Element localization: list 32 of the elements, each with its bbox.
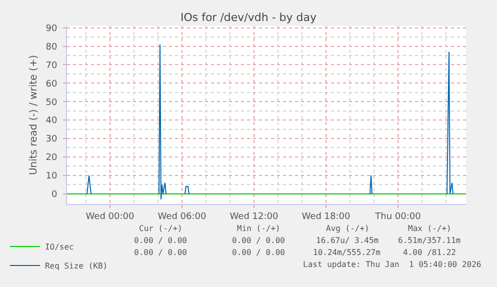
y-tick-label: 90 [46, 24, 58, 34]
y-tick-label: 30 [46, 134, 58, 145]
x-tick-label: Wed 06:00 [158, 212, 206, 222]
y-tick-label: 70 [46, 60, 58, 71]
y-tick-label: 10 [46, 172, 58, 182]
y-tick-label: 80 [46, 42, 58, 52]
text: 4.00 /81.22 [403, 248, 456, 257]
x-tick-label: Thu 00:00 [374, 212, 422, 222]
text: 0.00 / 0.00 [232, 236, 286, 245]
y-tick-label: 40 [46, 116, 58, 126]
y-axis-title: Units read (-) / write (+) [28, 54, 40, 176]
legend-label: IO/sec [44, 242, 74, 252]
x-tick-label: Wed 18:00 [302, 212, 350, 222]
legend-label: Req Size (KB) [44, 262, 108, 271]
text: Cur (-/+) [139, 224, 182, 233]
y-tick-label: 20 [46, 153, 58, 164]
text: Min (-/+) [237, 224, 280, 233]
text: Last update: Thu Jan 1 05:40:00 2026 [303, 260, 482, 269]
text: 0.00 / 0.00 [134, 248, 188, 257]
chart-title: IOs for /dev/vdh - by day [180, 10, 318, 24]
x-tick-label: Wed 00:00 [86, 212, 134, 222]
text: 0.00 / 0.00 [232, 248, 286, 257]
text: 16.67u/ 3.45m [316, 236, 379, 245]
text: 0.00 / 0.00 [134, 236, 188, 245]
text: 6.51m/357.11m [398, 236, 461, 245]
y-tick-label: 50 [46, 98, 58, 108]
text: Avg (-/+) [326, 224, 370, 233]
x-tick-label: Wed 12:00 [230, 212, 278, 222]
y-tick-label: 60 [46, 79, 58, 90]
y-tick-label: 0 [51, 190, 58, 200]
text: 10.24m/555.27m [313, 248, 381, 257]
text: Max (-/+) [408, 224, 452, 233]
